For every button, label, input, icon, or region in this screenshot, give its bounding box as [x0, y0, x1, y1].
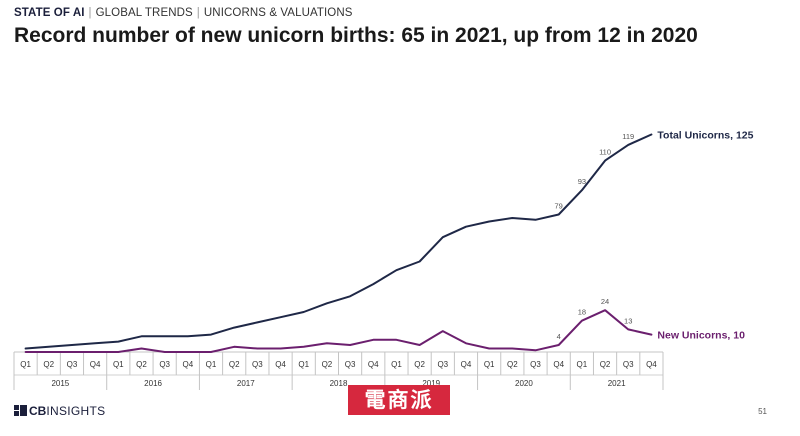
quarter-tick-label: Q3	[530, 360, 541, 369]
quarter-tick-label: Q4	[275, 360, 286, 369]
quarter-tick-label: Q2	[414, 360, 425, 369]
quarter-tick-label: Q2	[600, 360, 611, 369]
year-tick-label: 2017	[237, 379, 255, 388]
quarter-tick-label: Q4	[553, 360, 564, 369]
watermark-badge: 電商派	[348, 385, 450, 415]
quarter-tick-label: Q2	[229, 360, 240, 369]
quarter-tick-label: Q2	[43, 360, 54, 369]
quarter-tick-label: Q2	[136, 360, 147, 369]
crumb-global-trends: GLOBAL TRENDS	[95, 7, 193, 19]
cb-insights-logo: CBINSIGHTS	[14, 404, 105, 418]
data-label: 18	[578, 308, 586, 317]
cb-insights-mark-icon	[14, 405, 27, 416]
data-label: 119	[622, 132, 634, 141]
quarter-tick-label: Q1	[206, 360, 217, 369]
page-number: 51	[758, 407, 767, 416]
section-label: STATE OF AI	[14, 7, 85, 19]
year-tick-label: 2016	[144, 379, 162, 388]
quarter-tick-label: Q1	[577, 360, 588, 369]
quarter-tick-label: Q3	[159, 360, 170, 369]
year-tick-label: 2021	[608, 379, 626, 388]
quarter-tick-label: Q3	[252, 360, 263, 369]
series-end-label: New Unicorns, 10	[657, 330, 745, 342]
quarter-tick-label: Q4	[90, 360, 101, 369]
quarter-tick-label: Q1	[20, 360, 31, 369]
quarter-tick-label: Q1	[113, 360, 124, 369]
quarter-tick-label: Q1	[484, 360, 495, 369]
year-tick-label: 2018	[330, 379, 348, 388]
quarter-tick-label: Q3	[67, 360, 78, 369]
year-tick-label: 2019	[422, 379, 440, 388]
quarter-tick-label: Q1	[298, 360, 309, 369]
page-title: Record number of new unicorn births: 65 …	[14, 24, 698, 47]
data-label: 4	[557, 332, 561, 341]
data-label: 93	[578, 177, 586, 186]
quarter-tick-label: Q2	[322, 360, 333, 369]
data-label: 110	[599, 148, 611, 157]
series-line-total-unicorns	[24, 133, 653, 350]
quarter-tick-label: Q3	[437, 360, 448, 369]
quarter-tick-label: Q4	[461, 360, 472, 369]
quarter-tick-label: Q4	[183, 360, 194, 369]
quarter-tick-label: Q3	[623, 360, 634, 369]
series-end-label: Total Unicorns, 125	[657, 130, 753, 142]
data-label: 13	[624, 316, 632, 325]
data-label: 24	[601, 297, 609, 306]
data-label: 79	[555, 202, 563, 211]
quarter-tick-label: Q4	[646, 360, 657, 369]
quarter-tick-label: Q2	[507, 360, 518, 369]
crumb-unicorns-valuations: UNICORNS & VALUATIONS	[203, 7, 353, 19]
breadcrumb: STATE OF AI | GLOBAL TRENDS | UNICORNS & VAL…	[14, 7, 353, 19]
year-tick-label: 2020	[515, 379, 533, 388]
quarter-tick-label: Q4	[368, 360, 379, 369]
series-line-new-unicorns	[24, 309, 653, 353]
quarter-tick-label: Q1	[391, 360, 402, 369]
quarter-tick-label: Q3	[345, 360, 356, 369]
year-tick-label: 2015	[51, 379, 69, 388]
